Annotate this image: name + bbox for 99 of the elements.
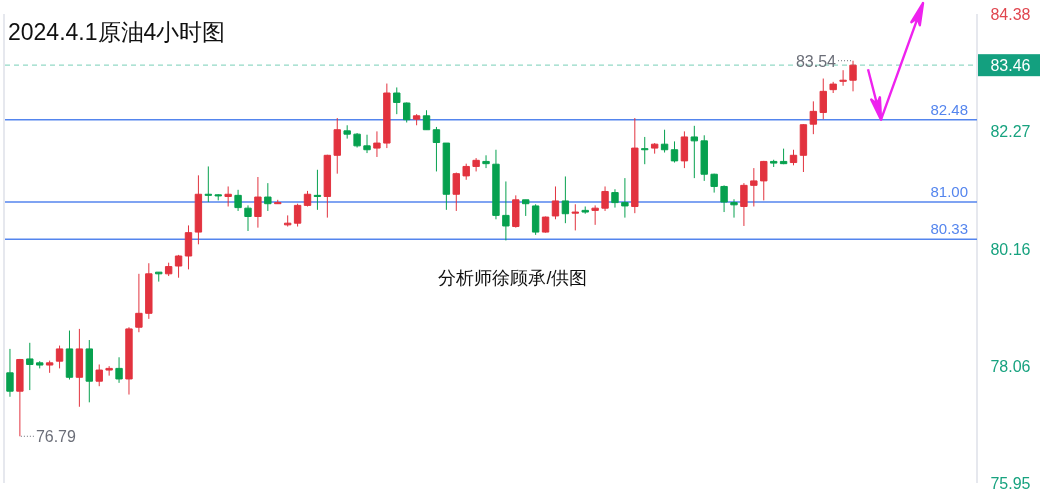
candlestick (541, 216, 550, 234)
candlestick (442, 142, 451, 211)
candlestick (452, 172, 460, 212)
y-tick-label: 80.16 (990, 240, 1031, 258)
candlestick (512, 194, 520, 229)
candlestick (690, 125, 699, 179)
candlestick (799, 123, 808, 173)
candlestick (670, 140, 679, 164)
candlestick (720, 184, 728, 213)
candlestick (125, 326, 133, 396)
candlestick (6, 348, 14, 398)
candlestick (502, 180, 510, 241)
candlestick (631, 117, 639, 214)
candlestick (412, 113, 421, 126)
candlestick (531, 203, 540, 236)
candlestick (432, 126, 441, 172)
candlestick (85, 339, 94, 403)
candlestick (700, 134, 708, 182)
candlestick (353, 132, 361, 149)
candlestick (730, 198, 738, 219)
candlestick (561, 175, 570, 224)
candlestick (164, 262, 173, 277)
candlestick (849, 60, 857, 92)
candlestick (839, 69, 847, 87)
candlestick (293, 203, 302, 228)
candlestick (204, 165, 213, 203)
candlestick (323, 154, 332, 219)
candlestick (650, 142, 659, 155)
candlestick (750, 167, 758, 207)
candlestick (641, 136, 649, 165)
candlestick (343, 124, 351, 140)
candlestick (65, 330, 74, 381)
candlestick (214, 193, 222, 201)
candlestick (115, 356, 123, 384)
candlestick (383, 83, 391, 149)
candlestick (760, 160, 768, 201)
candlestick (789, 149, 798, 166)
candlestick (581, 206, 589, 215)
ref-line-label: 83.46 (990, 57, 1031, 75)
candlestick (402, 101, 411, 123)
candlestick (740, 182, 748, 227)
candlestick (621, 177, 629, 219)
annotation: 分析师徐顾承/供图 (438, 267, 588, 288)
y-tick-label: 84.38 (990, 6, 1031, 23)
candlestick (55, 345, 64, 369)
candlestick (472, 157, 480, 172)
candlestick (611, 188, 619, 209)
candlestick (333, 117, 341, 175)
candlestick (492, 149, 500, 220)
candlestick (155, 271, 163, 283)
candlestick (710, 173, 718, 194)
candlestick (254, 176, 262, 229)
candlestick (373, 130, 381, 158)
candlestick (26, 342, 34, 391)
candlestick (551, 185, 560, 220)
candlestick (829, 81, 837, 94)
annotation: 76.79 (35, 428, 77, 446)
candlestick (135, 273, 143, 333)
candlestick (283, 214, 292, 228)
candlestick (184, 224, 193, 270)
candlestick (809, 100, 818, 135)
candlestick (264, 182, 272, 212)
candlestick (522, 199, 530, 217)
candlestick (45, 360, 54, 374)
chart-title: 2024.4.1原油4小时图 (8, 19, 226, 45)
candlestick (313, 169, 322, 211)
annotation: 83.54 (795, 52, 837, 70)
candlestick (422, 109, 431, 131)
candlestick (174, 254, 183, 279)
candlestick (393, 86, 401, 115)
ref-line-label: 81.00 (930, 183, 968, 201)
candlestick (95, 364, 103, 387)
candlestick (601, 185, 609, 212)
candlestick (571, 203, 580, 231)
candlestick (660, 129, 669, 154)
candlestick (16, 358, 24, 437)
y-tick-label: 78.06 (990, 357, 1031, 375)
candlestick (462, 163, 470, 181)
candlestick (274, 199, 282, 205)
ref-line-label: 80.33 (930, 220, 968, 238)
candlestick (105, 365, 113, 377)
y-tick-label: 82.27 (990, 123, 1031, 141)
candlestick (769, 159, 778, 168)
candlestick (36, 360, 44, 369)
candlestick (303, 190, 312, 207)
candlestick (680, 130, 689, 169)
candlestick (145, 262, 153, 320)
ref-line-label: 82.48 (930, 100, 968, 118)
candlestick (363, 134, 371, 154)
candlestick (819, 78, 827, 120)
candlestick (75, 328, 84, 408)
candlestick (224, 185, 232, 207)
candlestick (779, 148, 788, 165)
candlestick (482, 154, 490, 169)
candlestick (591, 204, 599, 226)
y-tick-label: 75.95 (990, 475, 1031, 492)
candlestick (234, 189, 242, 212)
candlestick (194, 174, 203, 245)
candlestick (244, 204, 252, 232)
